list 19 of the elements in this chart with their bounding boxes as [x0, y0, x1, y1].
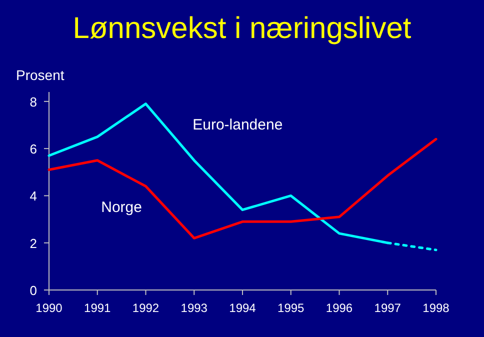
- x-tick-label: 1995: [278, 301, 305, 315]
- y-axis-title: Prosent: [16, 67, 64, 83]
- x-tick-label: 1998: [422, 301, 450, 315]
- x-tick-label: 1993: [180, 301, 208, 315]
- y-tick-label: 4: [30, 188, 37, 204]
- series-label: Norge: [101, 199, 142, 216]
- x-tick-label: 1996: [326, 301, 353, 315]
- x-tick-label: 1992: [132, 301, 160, 315]
- series-label: Euro-landene: [192, 116, 283, 134]
- line-series: [48, 138, 438, 240]
- y-tick-label: 6: [30, 142, 37, 157]
- x-tick-label: 1990: [36, 301, 63, 315]
- x-tick-label: 1991: [84, 301, 112, 315]
- y-tick-label: 8: [30, 94, 37, 110]
- chart-title: Lønnsvekst i næringslivet: [72, 12, 412, 45]
- y-tick-label: 2: [30, 236, 37, 251]
- x-tick-label: 1997: [374, 301, 402, 315]
- x-tick-label: 1994: [229, 301, 256, 315]
- y-tick-label: 0: [30, 283, 37, 298]
